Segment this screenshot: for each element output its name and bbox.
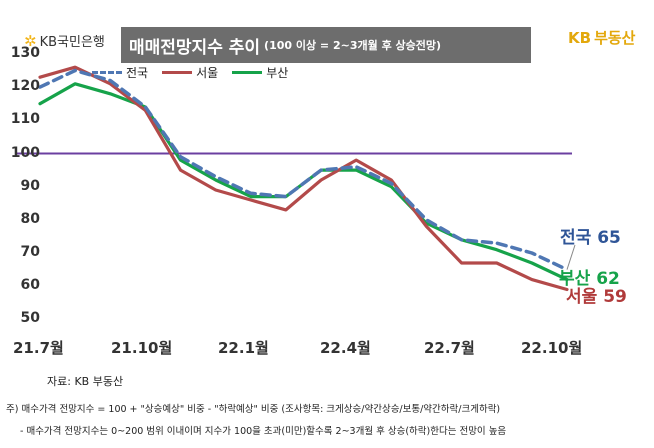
chart-legend: 전국 서울 부산 — [92, 64, 302, 81]
end-label-busan-name: 부산 — [559, 269, 591, 289]
legend-label-busan: 부산 — [266, 66, 289, 80]
end-label-seoul: 서울 59 — [566, 282, 627, 307]
legend-item-busan: 부산 — [232, 64, 288, 81]
kb-bank-logo: ✲ KB국민은행 — [24, 31, 105, 51]
end-label-busan-value: 62 — [596, 269, 620, 289]
x-tick-label: 22.10월 — [521, 339, 583, 357]
y-tick-label: 130 — [10, 44, 40, 61]
legend-swatch-seoul — [162, 71, 193, 74]
legend-swatch-national — [92, 71, 122, 74]
chart-title-sub: (100 이상 = 2~3개월 후 상승전망) — [264, 39, 442, 52]
chart-title: 매매전망지수 추이 (100 이상 = 2~3개월 후 상승전망) — [121, 27, 531, 63]
series-line-seoul — [38, 65, 569, 292]
y-tick-label: 110 — [10, 111, 40, 128]
y-tick-label: 80 — [20, 210, 40, 227]
y-tick-label: 60 — [20, 277, 40, 294]
kb-star-icon: ✲ — [24, 31, 37, 50]
end-label-national-value: 65 — [597, 228, 621, 248]
x-tick-label: 21.10월 — [111, 339, 173, 357]
end-label-national-name: 전국 — [560, 228, 592, 248]
y-tick-label: 100 — [10, 144, 40, 161]
footnote-2: - 매수가격 전망지수는 0~200 범위 이내이며 지수가 100을 초과(미… — [20, 426, 507, 437]
kb-real-estate-brand: KB 부동산 — [568, 27, 635, 48]
y-tick-label: 120 — [10, 78, 40, 95]
end-label-seoul-name: 서울 — [566, 287, 598, 307]
y-tick-label: 70 — [20, 244, 40, 261]
national-label-leader-line — [566, 244, 576, 270]
end-label-busan: 부산 62 — [559, 264, 620, 289]
y-tick-label: 90 — [20, 177, 40, 194]
brand-name: 부동산 — [594, 29, 636, 47]
legend-label-national: 전국 — [126, 66, 149, 80]
footnote-1: 주) 매수가격 전망지수 = 100 + "상승예상" 비중 - "하락예상" … — [6, 404, 501, 415]
x-tick-label: 22.1월 — [218, 339, 269, 357]
chart-title-main: 매매전망지수 추이 — [129, 37, 261, 58]
x-tick-label: 22.4월 — [320, 339, 371, 357]
source-text: 자료: KB 부동산 — [47, 375, 124, 388]
y-tick-label: 50 — [20, 310, 40, 327]
x-tick-label: 21.7월 — [13, 339, 64, 357]
brand-kb: KB — [568, 28, 592, 47]
legend-label-seoul: 서울 — [196, 66, 219, 80]
series-line-national — [38, 68, 569, 272]
end-label-national: 전국 65 — [560, 223, 621, 248]
kb-bank-logo-text: KB국민은행 — [39, 35, 105, 50]
x-tick-label: 22.7월 — [424, 339, 475, 357]
legend-swatch-busan — [232, 71, 263, 74]
legend-item-seoul: 서울 — [162, 64, 218, 81]
legend-item-national: 전국 — [92, 64, 148, 81]
end-label-seoul-value: 59 — [603, 287, 627, 307]
